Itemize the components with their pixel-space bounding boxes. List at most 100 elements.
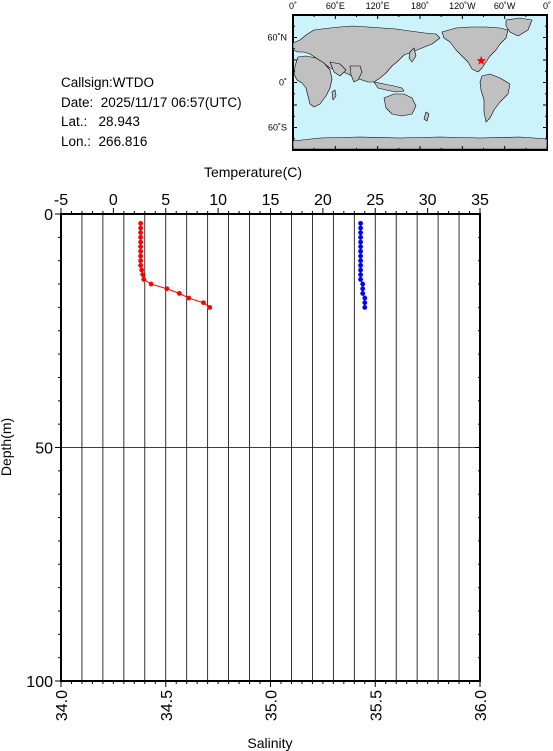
map-lat-label: 60˚S xyxy=(268,123,287,133)
map-australia xyxy=(383,93,417,117)
temperature-tick-labels: -5 0 5 10 15 20 25 30 35 xyxy=(54,192,489,209)
map-madagascar xyxy=(331,89,337,101)
temperature-tick-label: 10 xyxy=(209,192,227,209)
map-arabia xyxy=(329,61,347,77)
map-lon-label: 120˚W xyxy=(449,1,476,11)
temperature-tick-label: 30 xyxy=(419,192,437,209)
lat-row: Lat.: 28.943 xyxy=(61,112,242,132)
date-value: 2025/11/17 06:57(UTC) xyxy=(100,94,242,110)
depth-tick-label: 100 xyxy=(26,674,53,691)
temperature-data-point xyxy=(186,295,192,301)
temperature-data-point xyxy=(138,220,144,226)
depth-axis-label: Depth(m) xyxy=(0,418,14,476)
salinity-tick-label: 35.0 xyxy=(264,690,281,721)
callsign-value: WTDO xyxy=(112,75,155,90)
salinity-data-point xyxy=(360,281,366,287)
temperature-tick-label: 25 xyxy=(366,192,384,209)
salinity-data-point xyxy=(362,300,368,306)
temperature-data-point xyxy=(164,286,170,292)
lon-row: Lon.: 266.816 xyxy=(61,132,242,152)
map-india xyxy=(349,65,363,83)
temperature-data-point xyxy=(138,239,144,245)
station-star-icon xyxy=(476,55,487,65)
temperature-tick-label: 0 xyxy=(109,192,118,209)
lon-label: Lon.: xyxy=(61,133,92,149)
salinity-data-point xyxy=(358,234,363,240)
salinity-tick-label: 36.0 xyxy=(473,690,490,721)
map-lon-label: 60˚W xyxy=(494,1,516,11)
axis-ticks xyxy=(55,208,481,687)
temperature-tick-label: -5 xyxy=(54,192,68,209)
map-lon-label: 180˚ xyxy=(411,1,429,11)
temperature-data-point xyxy=(138,258,144,264)
map-lon-label: 120˚E xyxy=(366,1,390,11)
salinity-data-point xyxy=(358,276,363,282)
map-ticks xyxy=(292,14,548,151)
lon-value: 266.816 xyxy=(98,133,148,149)
temperature-data-point xyxy=(138,230,144,236)
salinity-data-point xyxy=(358,267,363,273)
temperature-data-point xyxy=(140,272,146,278)
temperature-tick-label: 20 xyxy=(314,192,332,209)
map-south-america xyxy=(479,73,511,123)
salinity-tick-label: 34.5 xyxy=(159,690,176,721)
temperature-data-point xyxy=(138,248,144,254)
salinity-tick-labels: 34.0 34.5 35.0 35.5 36.0 xyxy=(54,690,490,721)
callsign-row: Callsign:WTDO xyxy=(61,73,242,93)
salinity-data-point xyxy=(358,239,363,245)
map-lon-label: 0˚ xyxy=(289,1,297,11)
depth-tick-label: 0 xyxy=(44,207,53,224)
temperature-data-point xyxy=(148,281,154,287)
lat-label: Lat.: xyxy=(61,114,88,129)
depth-tick-label: 50 xyxy=(35,441,53,458)
salinity-data-point xyxy=(362,305,368,310)
map-land xyxy=(292,17,548,150)
station-star-shape xyxy=(476,55,487,65)
salinity-data-point xyxy=(358,248,363,254)
salinity-data-point xyxy=(358,253,363,259)
temperature-data-point xyxy=(139,267,145,273)
salinity-data-point xyxy=(358,244,363,250)
callsign-label: Callsign: xyxy=(61,75,113,90)
salinity-data-point xyxy=(358,262,363,268)
map-japan xyxy=(408,47,417,63)
map-africa xyxy=(293,55,333,108)
salinity-data-point xyxy=(362,295,368,301)
temperature-data-point xyxy=(138,244,144,250)
map-lat-label: 0˚ xyxy=(279,78,287,88)
salinity-data-point xyxy=(358,225,363,231)
data-series xyxy=(138,220,368,310)
map-indonesia xyxy=(373,81,405,93)
temperature-tick-label: 35 xyxy=(471,192,489,209)
map-lat-label: 60˚N xyxy=(267,33,287,43)
salinity-tick-label: 34.0 xyxy=(54,690,71,721)
map-lon-label: 60˚E xyxy=(326,1,345,11)
map-top-labels: 0˚ 60˚E 120˚E 180˚ 120˚W 60˚W 0˚ xyxy=(289,1,551,11)
salinity-data-point xyxy=(358,230,363,236)
temperature-data-point xyxy=(138,225,144,231)
map-side-labels: 60˚N 0˚ 60˚S xyxy=(267,33,287,133)
station-info: Callsign:WTDO Date: 2025/11/17 06:57(UTC… xyxy=(61,73,242,151)
salinity-data-point xyxy=(358,272,363,278)
salinity-tick-label: 35.5 xyxy=(368,690,385,721)
temperature-data-point xyxy=(141,276,147,282)
temperature-tick-label: 15 xyxy=(262,192,280,209)
temperature-data-point xyxy=(207,305,213,310)
map-north-america xyxy=(441,26,509,73)
temperature-data-point xyxy=(201,300,206,306)
temperature-data-point xyxy=(138,234,144,240)
salinity-data-point xyxy=(358,220,363,226)
salinity-data-point xyxy=(360,286,366,292)
temperature-tick-label: 5 xyxy=(161,192,170,209)
salinity-data-point xyxy=(360,290,366,296)
map-greenland xyxy=(505,17,533,37)
salinity-axis-label: Salinity xyxy=(247,735,292,751)
temperature-data-point xyxy=(138,253,144,259)
salinity-data-point xyxy=(358,258,363,264)
temperature-data-point xyxy=(138,262,144,268)
plot-grid xyxy=(61,214,480,681)
world-map: 0˚ 60˚E 120˚E 180˚ 120˚W 60˚W 0˚ 60˚N 0˚ 60˚S xyxy=(267,1,551,151)
temperature-profile-line xyxy=(140,223,211,308)
map-lon-label: 0˚ xyxy=(543,1,551,11)
